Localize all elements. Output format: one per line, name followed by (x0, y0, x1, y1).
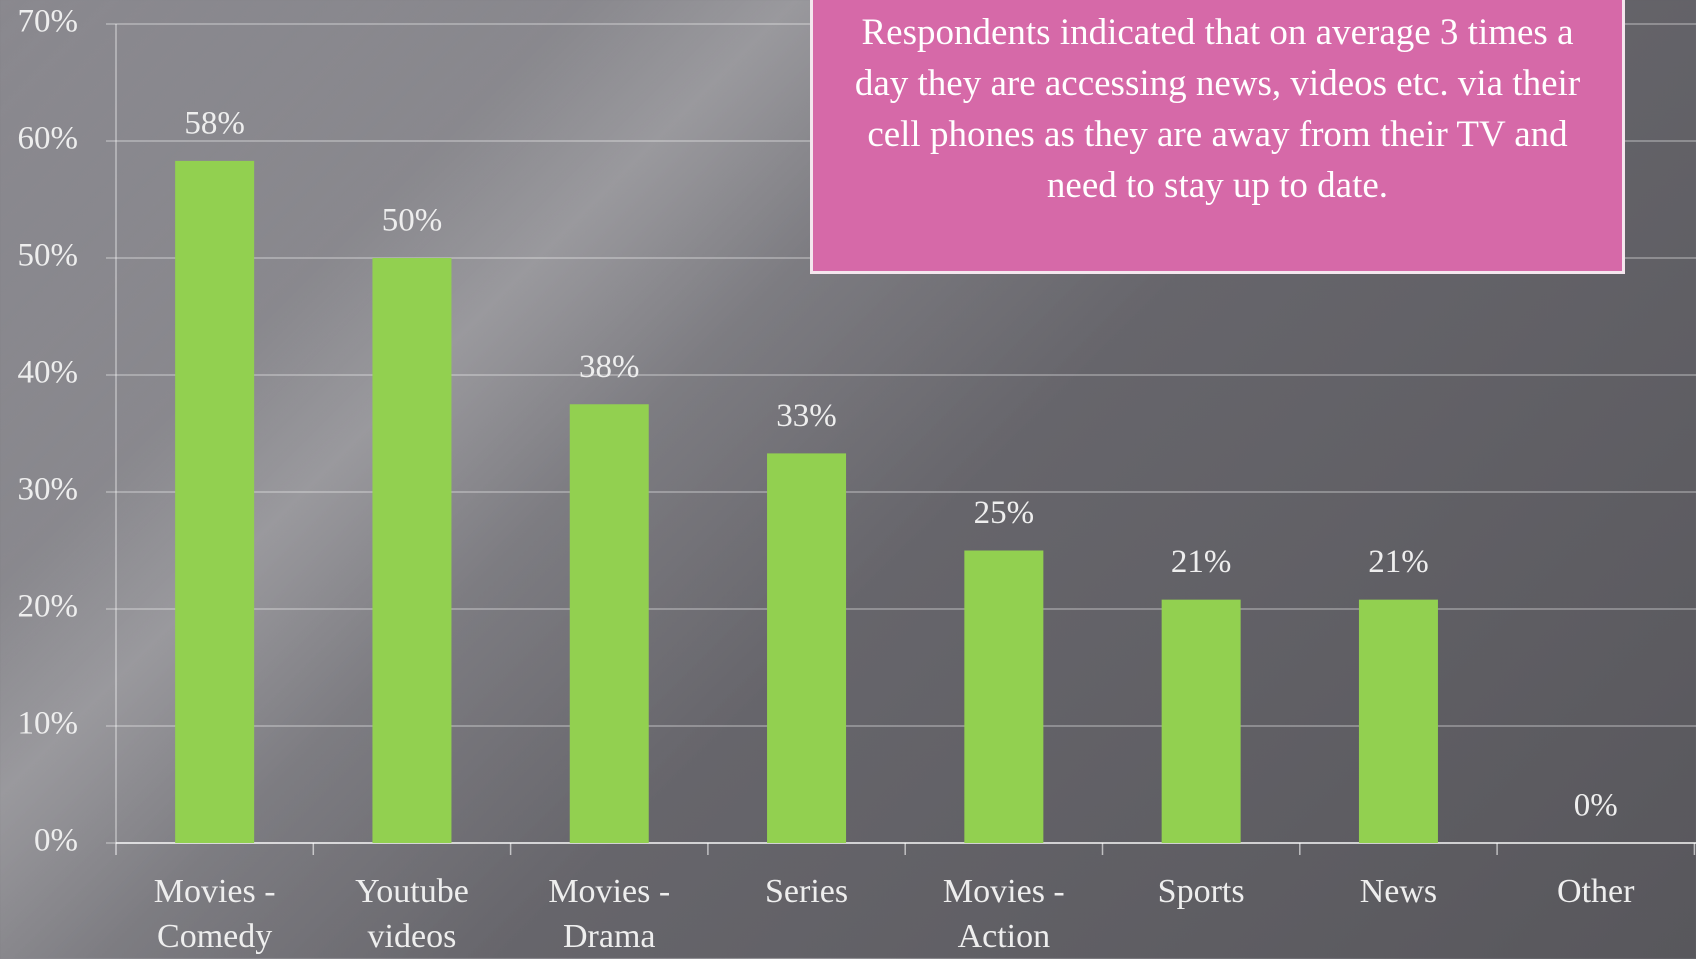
bar (1358, 599, 1438, 843)
y-tick-label: 40% (18, 355, 79, 391)
x-tick-label: Sports (1157, 873, 1245, 910)
annotation: Respondents indicated that on average 3 … (810, 0, 1625, 274)
bar (964, 550, 1044, 843)
y-tick-label: 10% (18, 706, 79, 742)
x-tick-label: Youtube videos (355, 873, 469, 955)
data-label: 0% (1574, 788, 1618, 824)
data-label: 33% (776, 398, 837, 434)
x-tick-label: News (1359, 873, 1438, 910)
y-tick-label: 60% (18, 121, 79, 157)
bar (1161, 599, 1241, 843)
y-tick-label: 0% (34, 823, 78, 859)
bar (767, 453, 847, 843)
x-tick-label: Series (765, 873, 849, 910)
bar (569, 404, 649, 843)
x-tick-label: Other (1557, 873, 1635, 910)
bar (175, 160, 255, 843)
bar (372, 258, 452, 843)
x-tick-label: Movies - Comedy (153, 873, 276, 955)
y-tick-label: 30% (18, 472, 79, 508)
data-label: 21% (1171, 544, 1232, 580)
y-tick-label: 70% (18, 4, 79, 40)
y-tick-label: 50% (18, 238, 79, 274)
data-label: 38% (579, 349, 640, 385)
y-tick-label: 20% (18, 589, 79, 625)
x-tick-label: Movies - Drama (548, 873, 671, 955)
data-label: 25% (974, 495, 1035, 531)
data-label: 21% (1368, 544, 1429, 580)
data-label: 50% (382, 203, 443, 239)
x-tick-label: Movies - Action (942, 873, 1065, 955)
data-label: 58% (184, 105, 245, 141)
